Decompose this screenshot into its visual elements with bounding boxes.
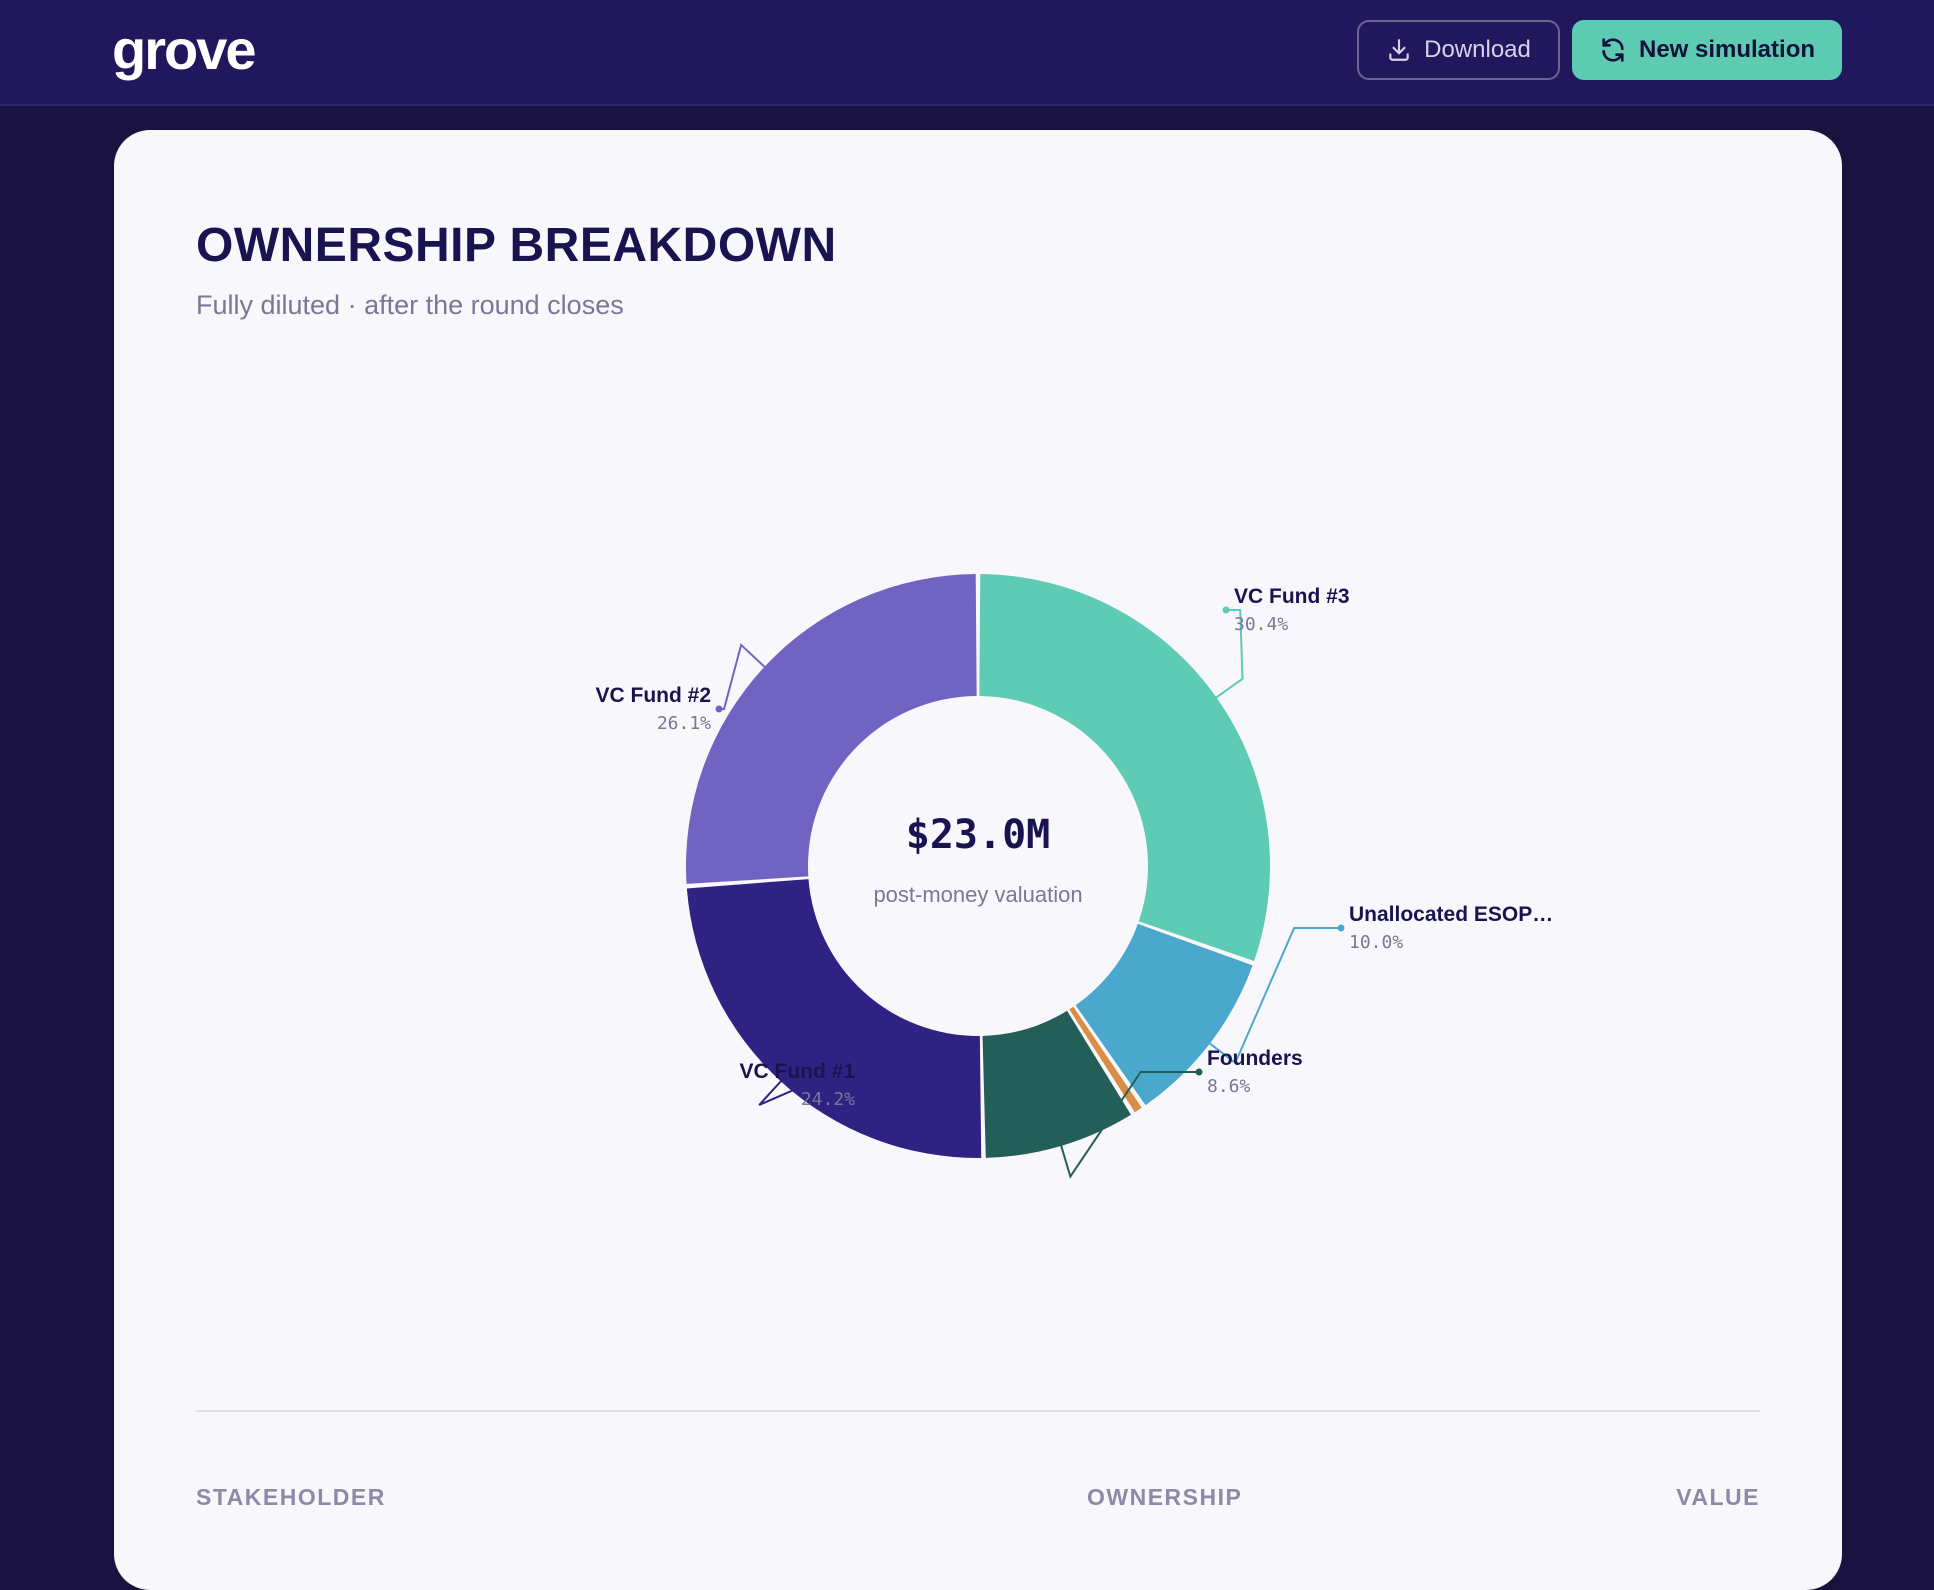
percent-vc-fund-2: 26.1% bbox=[657, 713, 711, 734]
label-vc-fund-3: VC Fund #3 bbox=[1234, 585, 1350, 608]
percent-founders: 8.6% bbox=[1207, 1076, 1251, 1097]
divider bbox=[196, 1410, 1760, 1412]
column-header-value[interactable]: VALUE bbox=[1676, 1484, 1760, 1510]
download-icon bbox=[1386, 37, 1412, 63]
leader-line-vc-fund-3 bbox=[1214, 609, 1244, 700]
label-vc-fund-1: VC Fund #1 bbox=[739, 1060, 855, 1083]
top-bar: grove Download New simulation bbox=[0, 0, 1934, 106]
download-button-label: Download bbox=[1424, 36, 1531, 63]
column-header-stakeholder[interactable]: STAKEHOLDER bbox=[196, 1484, 386, 1510]
page-title: OWNERSHIP BREAKDOWN bbox=[196, 219, 837, 272]
refresh-icon bbox=[1599, 36, 1627, 64]
leader-line-unallocated-esop bbox=[1207, 927, 1341, 1065]
slice-other[interactable] bbox=[1069, 1006, 1142, 1113]
page-subtitle: Fully diluted · after the round closes bbox=[196, 290, 624, 320]
label-vc-fund-2: VC Fund #2 bbox=[595, 684, 711, 707]
leader-dot-founders bbox=[1195, 1068, 1203, 1076]
label-unallocated-esop: Unallocated ESOP… bbox=[1349, 903, 1553, 926]
leader-dot-vc-fund-1 bbox=[859, 1081, 867, 1089]
slice-vc-fund-3[interactable] bbox=[979, 574, 1270, 962]
post-money-value: $23.0M bbox=[906, 812, 1051, 858]
ownership-card: OWNERSHIP BREAKDOWN Fully diluted · afte… bbox=[114, 130, 1842, 1590]
download-button[interactable]: Download bbox=[1357, 20, 1560, 80]
slice-vc-fund-2[interactable] bbox=[685, 574, 977, 884]
new-simulation-button[interactable]: New simulation bbox=[1572, 20, 1842, 80]
leader-line-vc-fund-1 bbox=[758, 1079, 863, 1106]
label-founders: Founders bbox=[1207, 1047, 1303, 1070]
percent-unallocated-esop: 10.0% bbox=[1349, 932, 1403, 953]
leader-line-founders bbox=[1059, 1071, 1199, 1179]
ownership-donut-chart: VC Fund #3 30.4% Unallocated ESOP… 10.0% Fou… bbox=[595, 574, 1553, 1179]
leader-dot-unallocated-esop bbox=[1337, 924, 1345, 932]
column-header-ownership[interactable]: OWNERSHIP bbox=[1087, 1484, 1243, 1510]
leader-dot-vc-fund-3 bbox=[1222, 606, 1230, 614]
new-simulation-button-label: New simulation bbox=[1638, 36, 1816, 63]
slice-founders[interactable] bbox=[982, 1010, 1131, 1158]
grove-logo[interactable]: grove bbox=[112, 18, 256, 81]
slice-unallocated-esop[interactable] bbox=[1075, 923, 1253, 1106]
percent-vc-fund-1: 24.2% bbox=[801, 1089, 855, 1110]
percent-vc-fund-3: 30.4% bbox=[1234, 614, 1288, 635]
leader-dot-vc-fund-2 bbox=[715, 705, 723, 713]
slice-vc-fund-1[interactable] bbox=[686, 879, 982, 1158]
post-money-caption: post-money valuation bbox=[873, 882, 1082, 907]
